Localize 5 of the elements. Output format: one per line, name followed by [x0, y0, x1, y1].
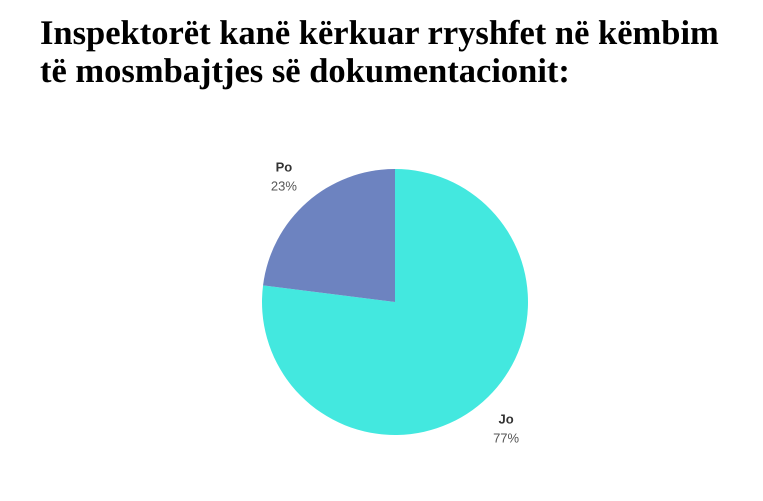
data-label: 77%	[493, 430, 520, 446]
chart-title: Inspektorët kanë kërkuar rryshfet në këmbim të mosmbajtjes së dokumentacionit:	[40, 14, 720, 90]
slice-label: Jo	[498, 412, 514, 427]
slice-label: Po	[276, 159, 292, 174]
data-label: 23%	[270, 178, 298, 194]
